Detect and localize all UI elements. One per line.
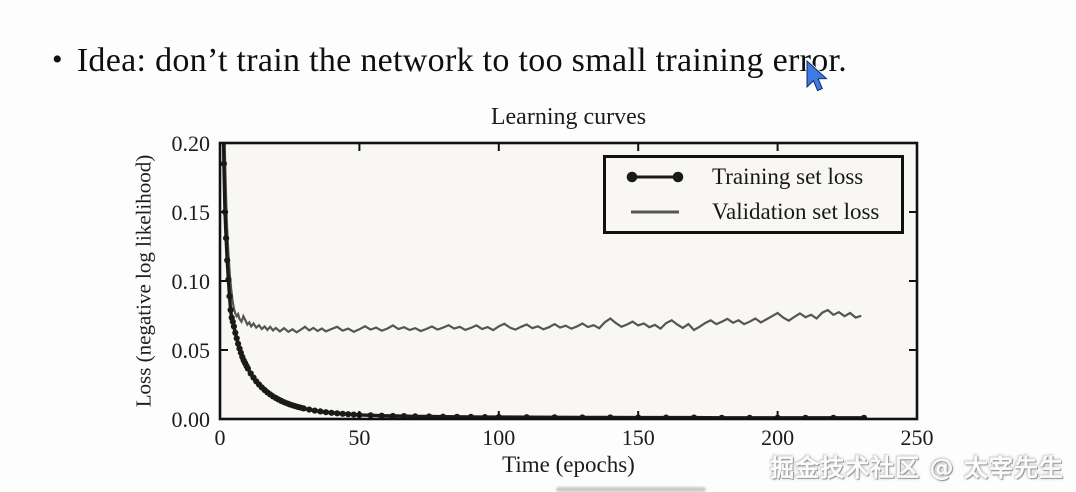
x-axis-label: Time (epochs) [502,452,635,477]
svg-text:0: 0 [215,425,226,450]
svg-text:0.00: 0.00 [172,407,211,432]
bullet-marker: • [52,43,63,76]
legend-label-training: Training set loss [712,164,864,190]
svg-text:100: 100 [482,425,515,450]
mouse-arrow-cursor-icon [805,60,828,93]
svg-text:250: 250 [901,425,934,450]
chart-legend: Training set loss Validation set loss [603,155,904,234]
watermark: 掘金技术社区 @ 太宰先生 [770,454,1064,482]
svg-text:0.05: 0.05 [172,338,211,363]
learning-curves-chart: Learning curves Loss (negative log likel… [120,100,970,492]
training-line-marker-icon [626,171,684,183]
legend-row-validation: Validation set loss [624,197,893,228]
video-scrubber-smudge [556,487,706,492]
svg-text:0.20: 0.20 [172,131,211,156]
slide-heading: • Idea: don’t train the network to too sm… [52,42,1052,80]
svg-text:50: 50 [348,425,370,450]
svg-text:0.10: 0.10 [172,269,211,294]
validation-line-icon [631,210,679,214]
svg-text:150: 150 [622,425,655,450]
slide-heading-text: Idea: don’t train the network to too sma… [76,42,848,79]
legend-label-validation: Validation set loss [712,198,880,224]
svg-text:200: 200 [761,425,794,450]
chart-title: Learning curves [490,104,647,130]
svg-text:0.15: 0.15 [172,200,211,225]
legend-row-training: Training set loss [624,162,893,193]
